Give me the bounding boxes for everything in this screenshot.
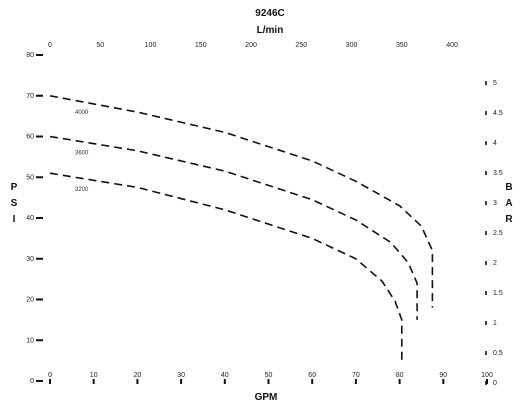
top-tick-label: 50: [96, 42, 104, 49]
right-tick-label: 0.5: [493, 350, 503, 357]
y-tick-label: 60: [26, 134, 34, 141]
x-tick-label: 10: [90, 372, 98, 379]
right-tick-label: 4: [493, 140, 497, 147]
y-axis-label-left-letter: S: [11, 198, 18, 209]
series-line-3600: [49, 135, 418, 320]
y-tick-label: 40: [26, 215, 34, 222]
top-tick-label: 250: [295, 42, 307, 49]
top-tick-label: 0: [48, 42, 52, 49]
right-tick-label: 2: [493, 260, 497, 267]
x-tick-label: 80: [396, 372, 404, 379]
right-tick-label: 3.5: [493, 170, 503, 177]
right-tick-label: 4.5: [493, 110, 503, 117]
right-tick-label: 0: [493, 380, 497, 387]
x-tick-label: 60: [308, 372, 316, 379]
x-tick-label: 90: [439, 372, 447, 379]
x-tick-label: 50: [265, 372, 273, 379]
series-label-3600: 3600: [75, 151, 89, 157]
right-axis-ticks: 0 0.5 1 1.5 2 2.5 3 3.5 4 4.5 5: [485, 80, 503, 387]
x-tick-label: 0: [48, 372, 52, 379]
right-tick-label: 2.5: [493, 230, 503, 237]
top-axis-label: L/min: [257, 25, 284, 36]
chart-title: 9246C: [255, 8, 284, 19]
x-tick-label: 40: [221, 372, 229, 379]
right-tick-label: 1: [493, 320, 497, 327]
y-axis-label-right: BAR: [505, 182, 513, 225]
x-axis-label: GPM: [255, 392, 278, 403]
series-label-4000: 4000: [75, 110, 89, 116]
y-axis-label-left-letter: P: [11, 182, 18, 193]
y-tick-label: 30: [26, 256, 34, 263]
x-tick-label: 100: [481, 372, 493, 379]
top-tick-label: 100: [145, 42, 157, 49]
y-tick-label: 0: [30, 378, 34, 385]
y-tick-label: 80: [26, 52, 34, 59]
y-axis-label-left: PSI: [11, 182, 18, 225]
y-axis-label-right-letter: A: [505, 198, 512, 209]
right-tick-label: 1.5: [493, 290, 503, 297]
right-tick-label: 3: [493, 200, 497, 207]
y-tick-label: 20: [26, 297, 34, 304]
x-tick-label: 30: [177, 372, 185, 379]
x-tick-label: 20: [134, 372, 142, 379]
x-tick-label: 70: [352, 372, 360, 379]
y-tick-label: 70: [26, 93, 34, 100]
top-tick-label: 150: [195, 42, 207, 49]
top-tick-label: 400: [446, 42, 458, 49]
y-tick-label: 10: [26, 337, 34, 344]
y-axis-label-right-letter: B: [505, 182, 512, 193]
y-tick-label: 50: [26, 174, 34, 181]
series-line-3200: [49, 172, 403, 361]
top-tick-label: 350: [396, 42, 408, 49]
top-axis-ticks: 0 50 100 150 200 250 300 350 400: [48, 42, 458, 49]
bottom-axis-ticks: 0 10 20 30 40 50 60 70 80 90 100: [48, 372, 493, 384]
y-axis-label-left-letter: I: [13, 214, 16, 225]
right-tick-label: 5: [493, 80, 497, 87]
left-axis-ticks: 0 10 20 30 40 50 60 70 80: [26, 52, 43, 385]
top-tick-label: 300: [346, 42, 358, 49]
top-tick-label: 200: [245, 42, 257, 49]
y-axis-label-right-letter: R: [505, 214, 513, 225]
series-line-4000: [49, 95, 434, 308]
series-label-3200: 3200: [75, 187, 89, 193]
series-layer: 4000 3600 3200: [49, 95, 434, 361]
